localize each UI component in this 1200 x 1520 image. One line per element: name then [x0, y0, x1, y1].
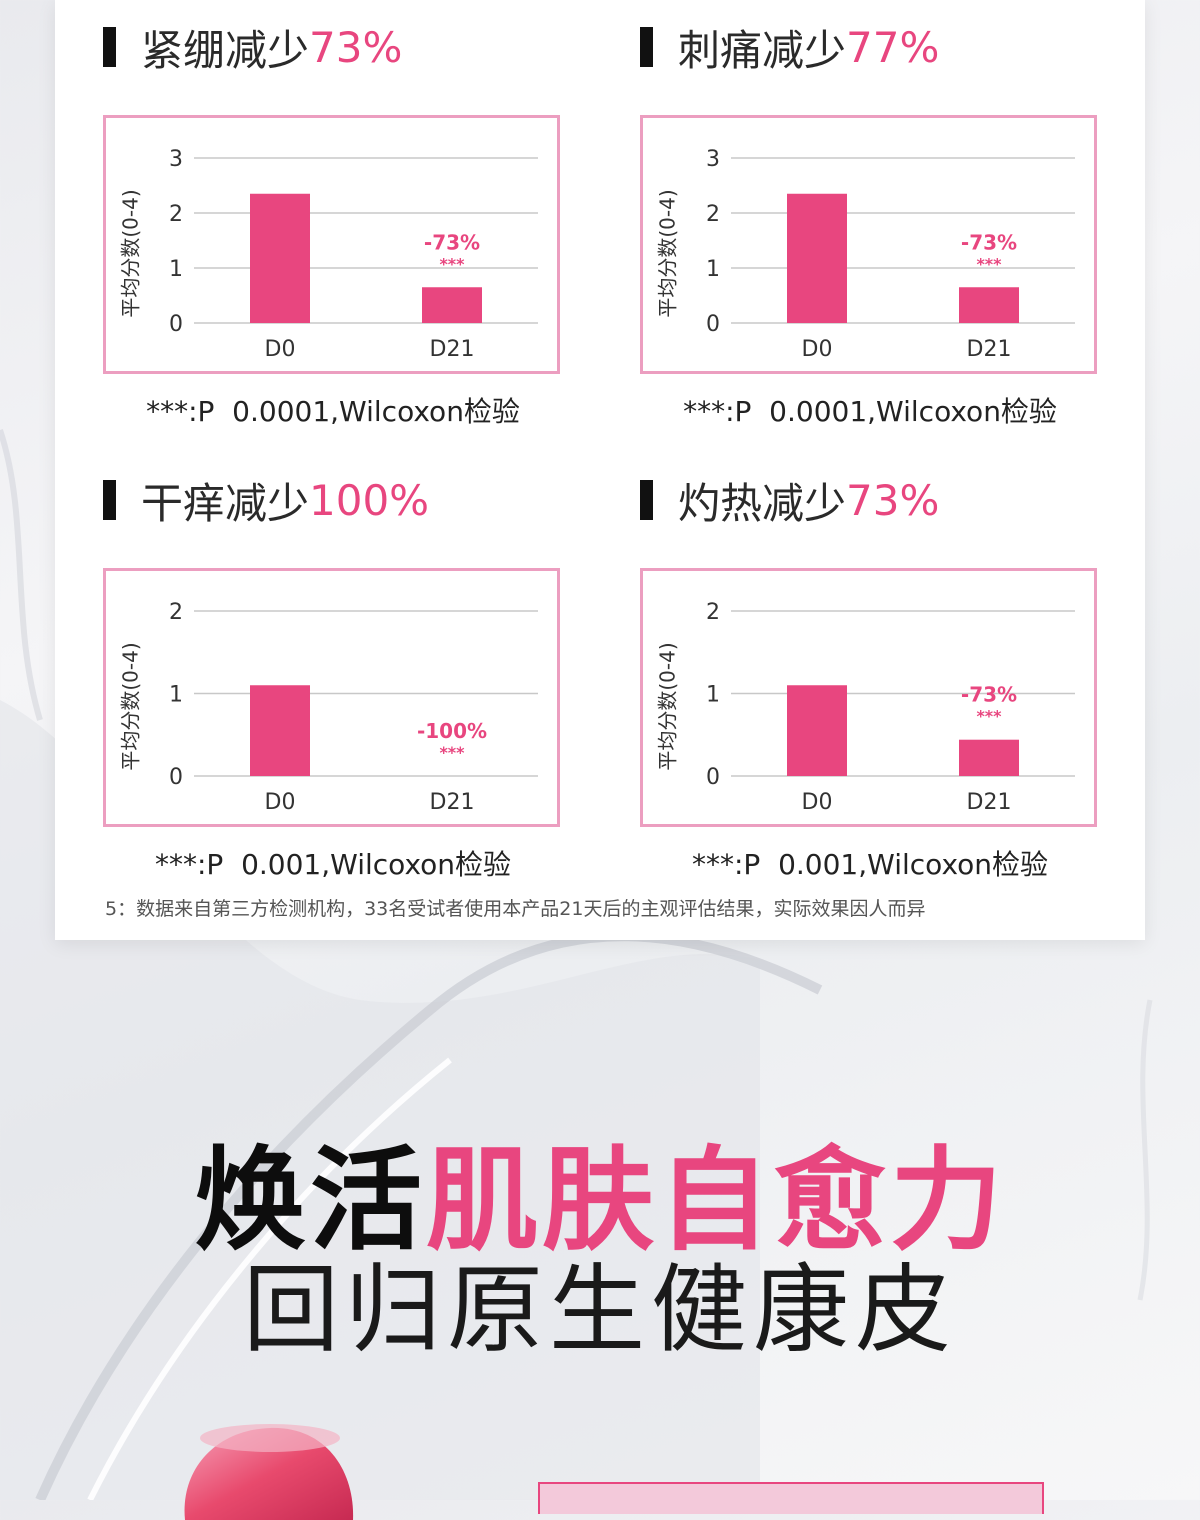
significance-footnote: ***:P 0.001,Wilcoxon检验 [154, 848, 512, 881]
change-percent-label: -73% [961, 683, 1017, 707]
panel-title-percent: 73% [309, 22, 403, 72]
panel-title-text: 紧绷减少 [141, 25, 310, 75]
significance-stars: *** [439, 743, 465, 762]
panel-title-percent: 100% [309, 475, 430, 525]
headline-pink-text: 肌肤自愈力 [426, 1136, 1006, 1266]
y-tick-label: 2 [706, 202, 720, 227]
x-tick-label: D21 [967, 337, 1012, 362]
bar-d0 [787, 685, 847, 776]
significance-footnote: ***:P 0.0001,Wilcoxon检验 [683, 395, 1057, 428]
significance-stars: *** [976, 707, 1002, 726]
bar-d21 [959, 287, 1019, 323]
bar-chart: 0 1 2 D0 D21 -73%*** [706, 600, 1075, 815]
product-cap-image [184, 1424, 354, 1520]
headline: 焕活肌肤自愈力 [0, 1110, 1200, 1272]
bar-chart: 0 1 2 3 D0 D21 -73%*** [706, 147, 1075, 362]
bar-d21 [959, 739, 1019, 776]
title-marker [103, 27, 116, 67]
change-percent-label: -73% [424, 230, 480, 254]
chart-frame: 平均分数(0-4) 0 1 2 3 D0 D21 -73% *** [640, 115, 1097, 374]
bar-d0 [250, 685, 310, 776]
panel-title-percent: 73% [846, 475, 940, 525]
panel-title: 灼热减少 73% [640, 470, 939, 530]
headline-dark-text: 焕活 [194, 1136, 426, 1266]
x-tick-label: D21 [430, 790, 475, 815]
x-tick-label: D21 [967, 790, 1012, 815]
y-tick-label: 0 [169, 765, 183, 790]
chart-frame: 平均分数(0-4) 0 1 2 3 D0 D21 -73% *** [103, 115, 560, 374]
significance-stars: *** [976, 254, 1002, 273]
y-tick-label: 1 [706, 683, 720, 708]
y-tick-label: 1 [169, 257, 183, 282]
x-tick-label: D0 [802, 790, 833, 815]
x-tick-label: D0 [265, 790, 296, 815]
results-card: 紧绷减少 73% 平均分数(0-4) 0 1 2 3 D0 D21 -73% *** ***:P… [55, 0, 1145, 940]
significance-stars: *** [439, 254, 465, 273]
panel-title-text: 干痒减少 [141, 478, 310, 528]
y-tick-label: 0 [706, 312, 720, 337]
y-tick-label: 1 [706, 257, 720, 282]
y-tick-label: 3 [706, 147, 720, 172]
y-tick-label: 2 [169, 202, 183, 227]
significance-footnote: ***:P 0.0001,Wilcoxon检验 [146, 395, 520, 428]
y-tick-label: 3 [169, 147, 183, 172]
y-tick-label: 0 [706, 765, 720, 790]
bar-chart: 0 1 2 D0 D21 -100%*** [169, 600, 538, 815]
data-source-note: 5：数据来自第三方检测机构，33名受试者使用本产品21天后的主观评估结果，实际效… [105, 898, 926, 920]
title-marker [103, 480, 116, 520]
chart-frame: 平均分数(0-4) 0 1 2 D0 D21 -73% *** [640, 568, 1097, 827]
panel-title-text: 灼热减少 [678, 478, 847, 528]
x-tick-label: D0 [265, 337, 296, 362]
x-tick-label: D21 [430, 337, 475, 362]
change-percent-label: -73% [961, 230, 1017, 254]
panel-title: 刺痛减少 77% [640, 17, 939, 77]
bar-d0 [787, 193, 847, 323]
y-tick-label: 0 [169, 312, 183, 337]
product-label-strip [538, 1482, 1044, 1514]
y-tick-label: 2 [169, 600, 183, 625]
x-tick-label: D0 [802, 337, 833, 362]
bar-d21 [422, 287, 482, 323]
bar-chart: 0 1 2 3 D0 D21 -73%*** [169, 147, 538, 362]
subheadline: 回归原生健康皮 [243, 1254, 957, 1366]
panel-title: 紧绷减少 73% [103, 17, 402, 77]
panel-title-text: 刺痛减少 [678, 25, 847, 75]
title-marker [640, 27, 653, 67]
y-tick-label: 1 [169, 683, 183, 708]
title-marker [640, 480, 653, 520]
bar-d0 [250, 193, 310, 323]
chart-frame: 平均分数(0-4) 0 1 2 D0 D21 -100% *** [103, 568, 560, 827]
y-tick-label: 2 [706, 600, 720, 625]
panel-title: 干痒减少 100% [103, 470, 429, 530]
change-percent-label: -100% [417, 719, 487, 743]
panel-title-percent: 77% [846, 22, 940, 72]
significance-footnote: ***:P 0.001,Wilcoxon检验 [691, 848, 1049, 881]
